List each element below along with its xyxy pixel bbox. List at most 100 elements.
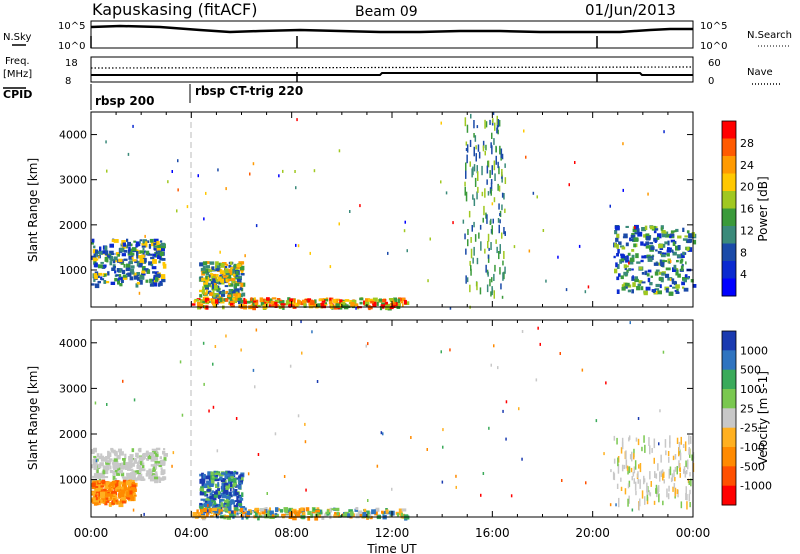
- data-cell: [496, 120, 499, 131]
- y-tick-label: 4000: [59, 129, 87, 142]
- data-cell: [212, 507, 218, 511]
- data-cell: [668, 468, 670, 479]
- data-cell: [467, 239, 469, 247]
- data-cell: [470, 248, 473, 259]
- data-cell: [336, 511, 340, 516]
- data-cell: [321, 299, 326, 303]
- data-speckle: [313, 169, 316, 173]
- data-cell: [92, 463, 98, 466]
- data-cell: [638, 280, 643, 284]
- data-cell: [148, 261, 153, 266]
- data-cell: [660, 454, 662, 463]
- data-cell: [657, 233, 662, 239]
- data-cell: [494, 264, 496, 272]
- data-speckle: [528, 249, 531, 253]
- colorbar-tick-label: 12: [740, 224, 754, 237]
- data-cell: [684, 441, 687, 452]
- data-speckle: [581, 368, 584, 372]
- data-cell: [215, 287, 221, 291]
- data-cell: [242, 514, 246, 517]
- cpid-row: CPID rbsp 200 rbsp CT-trig 220: [3, 84, 303, 110]
- data-cell: [647, 257, 653, 262]
- data-cell: [106, 460, 109, 463]
- data-cell: [265, 507, 268, 511]
- data-cell: [350, 511, 354, 516]
- data-cell: [686, 239, 691, 244]
- data-speckle: [231, 488, 234, 492]
- data-cell: [116, 462, 121, 466]
- data-cell: [665, 233, 670, 238]
- data-cell: [108, 452, 112, 457]
- data-cell: [641, 490, 644, 499]
- data-cell: [93, 497, 96, 503]
- data-cell: [254, 510, 260, 514]
- time-xlabel: Time UT: [366, 542, 417, 554]
- data-cell: [355, 507, 359, 511]
- data-cell: [498, 203, 500, 210]
- data-cell: [626, 269, 629, 274]
- data-cell: [473, 133, 475, 138]
- data-cell: [222, 503, 227, 508]
- data-cell: [233, 271, 236, 277]
- data-cell: [654, 471, 656, 478]
- data-cell: [112, 459, 117, 465]
- data-cell: [658, 243, 663, 249]
- data-cell: [285, 300, 291, 305]
- data-speckle: [177, 159, 179, 163]
- data-cell: [98, 272, 103, 276]
- nsky-tick-left-bottom: 10^0: [58, 41, 85, 52]
- data-cell: [633, 237, 639, 242]
- data-cell: [138, 468, 142, 473]
- data-cell: [105, 257, 109, 262]
- data-speckle: [132, 124, 134, 128]
- data-cell: [621, 246, 626, 250]
- data-cell: [636, 261, 641, 264]
- data-cell: [144, 241, 148, 247]
- data-cell: [110, 257, 114, 262]
- data-cell: [225, 470, 231, 476]
- data-cell: [470, 268, 472, 276]
- data-speckle: [429, 237, 431, 241]
- data-cell: [119, 493, 125, 498]
- data-cell: [211, 499, 216, 503]
- data-cell: [680, 253, 684, 256]
- data-cell: [269, 298, 273, 302]
- data-cell: [201, 482, 206, 488]
- data-cell: [127, 486, 131, 491]
- data-cell: [379, 298, 383, 302]
- data-cell: [634, 460, 637, 470]
- data-cell: [120, 462, 123, 467]
- data-cell: [196, 301, 201, 306]
- data-cell: [98, 463, 102, 469]
- data-cell: [655, 269, 660, 272]
- data-cell: [501, 169, 503, 177]
- x-tick-label: 08:00: [274, 526, 309, 540]
- data-cell: [103, 280, 107, 284]
- data-cell: [490, 242, 492, 250]
- data-speckle: [209, 274, 211, 278]
- data-cell: [209, 483, 214, 487]
- data-cell: [634, 232, 638, 235]
- data-cell: [104, 470, 109, 475]
- data-speckle: [629, 321, 631, 325]
- data-cell: [210, 479, 215, 484]
- data-cell: [685, 460, 687, 467]
- data-cell: [668, 247, 672, 251]
- data-cell: [666, 488, 668, 498]
- data-cell: [137, 476, 141, 481]
- data-cell: [112, 462, 116, 465]
- data-cell: [660, 470, 663, 477]
- data-cell: [214, 509, 219, 514]
- data-cell: [241, 492, 244, 497]
- data-cell: [669, 284, 672, 287]
- data-cell: [307, 298, 312, 303]
- data-cell: [300, 301, 305, 306]
- data-speckle: [505, 437, 507, 441]
- data-cell: [113, 265, 116, 268]
- data-cell: [202, 286, 205, 290]
- data-cell: [118, 258, 123, 263]
- data-cell: [117, 254, 120, 257]
- data-cell: [203, 292, 207, 296]
- data-speckle: [309, 251, 311, 255]
- data-cell: [158, 248, 163, 252]
